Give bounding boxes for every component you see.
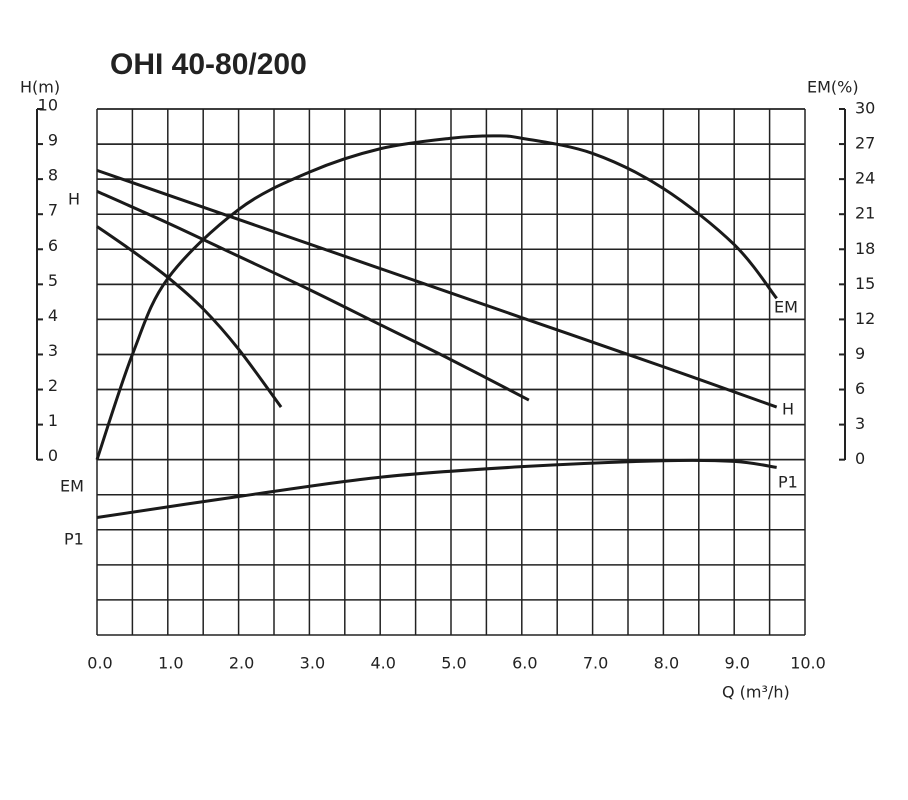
y2-tick-label: 0 bbox=[855, 449, 865, 468]
curve bbox=[96, 225, 283, 408]
x-tick-label: 6.0 bbox=[512, 654, 537, 673]
curve bbox=[95, 134, 778, 461]
y-tick-label: 4 bbox=[48, 306, 58, 325]
y-tick-label: 9 bbox=[48, 131, 58, 150]
y2-tick-label: 21 bbox=[855, 204, 875, 223]
y-tick-label: 6 bbox=[48, 236, 58, 255]
curve bbox=[96, 190, 530, 402]
y2-tick-label: 3 bbox=[855, 414, 865, 433]
y2-tick-label: 30 bbox=[855, 99, 875, 118]
x-tick-label: 0.0 bbox=[87, 654, 112, 673]
curve-label: P1 bbox=[64, 530, 84, 549]
y2-tick-label: 9 bbox=[855, 344, 865, 363]
x-tick-label: 1.0 bbox=[158, 654, 183, 673]
y2-tick-label: 15 bbox=[855, 274, 875, 293]
y2-tick-label: 24 bbox=[855, 169, 875, 188]
y2-axis-label: EM(%) bbox=[807, 78, 859, 97]
y-tick-label: 1 bbox=[48, 411, 58, 430]
x-tick-label: 5.0 bbox=[441, 654, 466, 673]
y-tick-label: 0 bbox=[48, 446, 58, 465]
x-tick-label: 2.0 bbox=[229, 654, 254, 673]
y-tick-label: 3 bbox=[48, 341, 58, 360]
y2-tick-label: 18 bbox=[855, 239, 875, 258]
curve-label: H bbox=[68, 190, 80, 209]
y2-tick-label: 27 bbox=[855, 134, 875, 153]
x-axis-label: Q (m³/h) bbox=[722, 683, 790, 702]
curve bbox=[96, 458, 777, 520]
y-axis-label: H(m) bbox=[20, 78, 60, 97]
x-tick-label: 10.0 bbox=[790, 654, 826, 673]
chart-title: OHI 40-80/200 bbox=[110, 48, 307, 81]
y-tick-label: 10 bbox=[38, 96, 58, 115]
curve-label: P1 bbox=[778, 473, 798, 492]
curve bbox=[96, 168, 778, 409]
y2-tick-label: 12 bbox=[855, 309, 875, 328]
y-tick-label: 7 bbox=[48, 201, 58, 220]
curve-label: H bbox=[782, 400, 794, 419]
x-tick-label: 8.0 bbox=[654, 654, 679, 673]
x-tick-label: 9.0 bbox=[724, 654, 749, 673]
y-tick-label: 5 bbox=[48, 271, 58, 290]
y-tick-label: 2 bbox=[48, 376, 58, 395]
x-tick-label: 7.0 bbox=[583, 654, 608, 673]
curve-label: EM bbox=[774, 298, 798, 317]
curve-label: EM bbox=[60, 477, 84, 496]
x-tick-label: 4.0 bbox=[370, 654, 395, 673]
y2-tick-label: 6 bbox=[855, 379, 865, 398]
x-tick-label: 3.0 bbox=[300, 654, 325, 673]
y-tick-label: 8 bbox=[48, 166, 58, 185]
